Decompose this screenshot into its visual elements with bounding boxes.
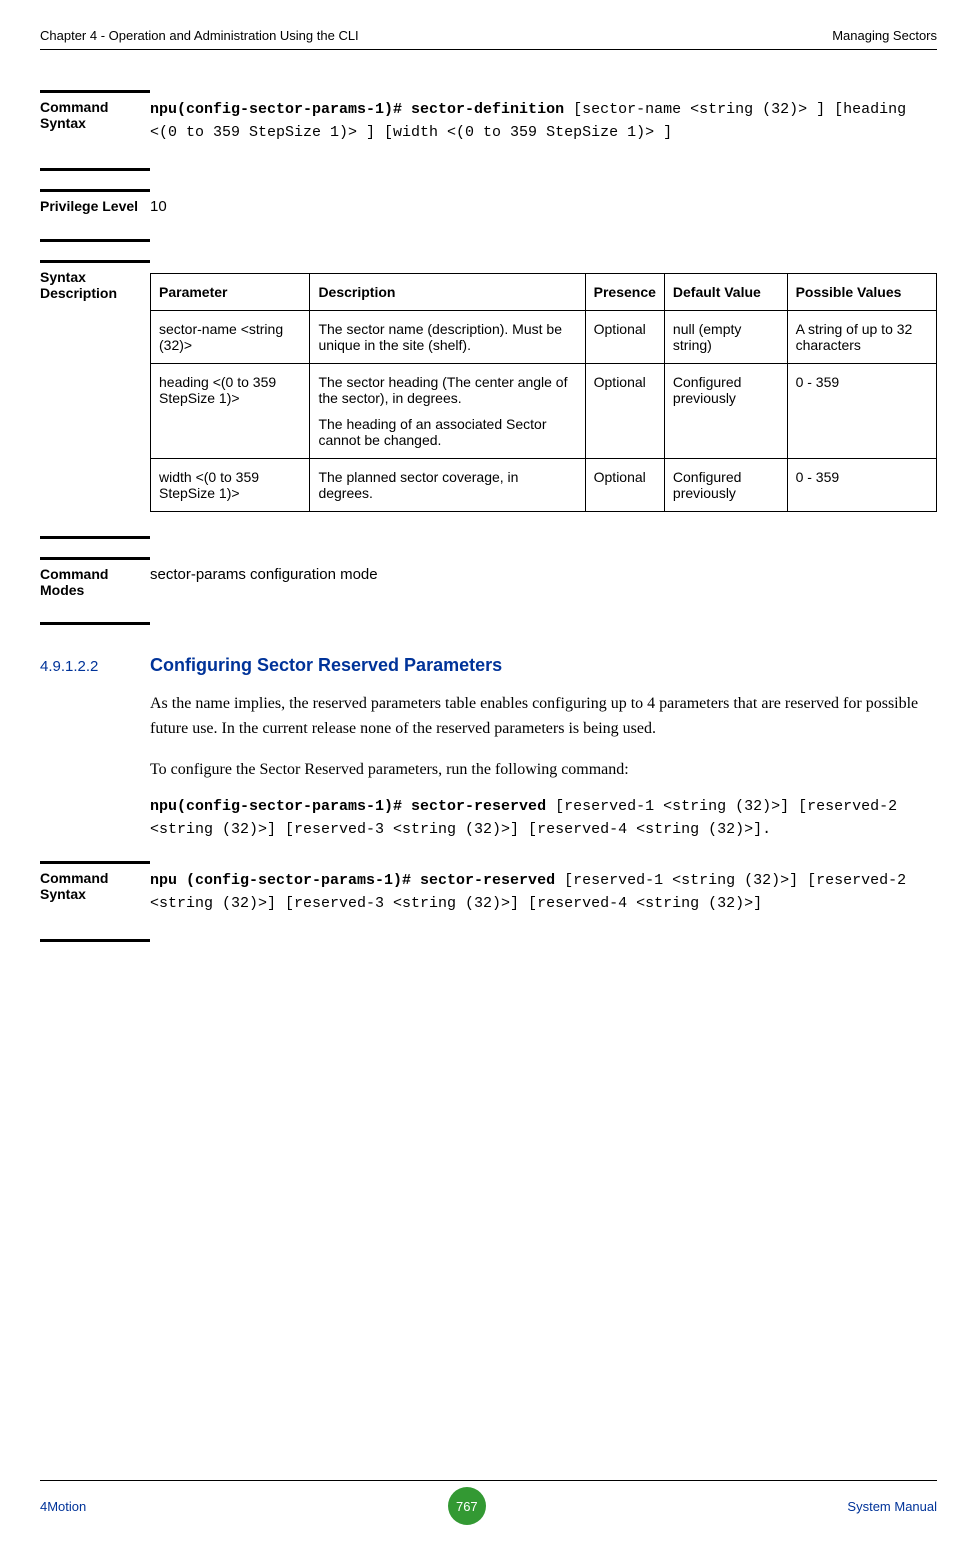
footer-rule bbox=[40, 1480, 937, 1481]
privilege-block: Privilege Level 10 bbox=[40, 189, 937, 242]
command-modes-label: Command Modes bbox=[40, 566, 150, 598]
body-paragraph-1: As the name implies, the reserved parame… bbox=[150, 692, 937, 742]
cell-possible: A string of up to 32 characters bbox=[787, 311, 936, 364]
cell-presence: Optional bbox=[585, 364, 664, 459]
command-modes-block: Command Modes sector-params configuratio… bbox=[40, 557, 937, 625]
cell-possible: 0 - 359 bbox=[787, 364, 936, 459]
cell-desc: The sector heading (The center angle of … bbox=[310, 364, 585, 459]
privilege-label: Privilege Level bbox=[40, 198, 150, 214]
table-header-row: Parameter Description Presence Default V… bbox=[151, 274, 937, 311]
cell-default: Configured previously bbox=[664, 459, 787, 512]
table-row: heading <(0 to 359 StepSize 1)> The sect… bbox=[151, 364, 937, 459]
command-syntax-block-2: Command Syntax npu (config-sector-params… bbox=[40, 861, 937, 942]
cell-param: width <(0 to 359 StepSize 1)> bbox=[151, 459, 310, 512]
cmd-bold-part: npu(config-sector-params-1)# sector-defi… bbox=[150, 101, 564, 118]
th-possible: Possible Values bbox=[787, 274, 936, 311]
section-number: 4.9.1.2.2 bbox=[40, 658, 150, 675]
cmd-bold-part-2: npu (config-sector-params-1)# sector-res… bbox=[150, 872, 555, 889]
table-row: width <(0 to 359 StepSize 1)> The planne… bbox=[151, 459, 937, 512]
cell-desc: The planned sector coverage, in degrees. bbox=[310, 459, 585, 512]
cell-desc-p2: The heading of an associated Sector cann… bbox=[318, 416, 576, 448]
footer-left: 4Motion bbox=[40, 1499, 86, 1514]
command-modes-value: sector-params configuration mode bbox=[150, 566, 937, 583]
cell-default: null (empty string) bbox=[664, 311, 787, 364]
header-right: Managing Sectors bbox=[832, 28, 937, 43]
th-presence: Presence bbox=[585, 274, 664, 311]
section-heading: 4.9.1.2.2 Configuring Sector Reserved Pa… bbox=[40, 655, 937, 676]
cell-default: Configured previously bbox=[664, 364, 787, 459]
command-syntax-text: npu(config-sector-params-1)# sector-defi… bbox=[150, 99, 937, 144]
th-description: Description bbox=[310, 274, 585, 311]
cell-presence: Optional bbox=[585, 459, 664, 512]
command-syntax-block-1: Command Syntax npu(config-sector-params-… bbox=[40, 90, 937, 171]
command-syntax-label-2: Command Syntax bbox=[40, 870, 150, 902]
syntax-description-label: Syntax Description bbox=[40, 269, 150, 301]
command-syntax-text-2: npu (config-sector-params-1)# sector-res… bbox=[150, 870, 937, 915]
footer-page-badge: 767 bbox=[448, 1487, 486, 1525]
cell-possible: 0 - 359 bbox=[787, 459, 936, 512]
body-paragraph-2: To configure the Sector Reserved paramet… bbox=[150, 758, 937, 783]
command-syntax-label: Command Syntax bbox=[40, 99, 150, 131]
th-default: Default Value bbox=[664, 274, 787, 311]
cell-desc: The sector name (description). Must be u… bbox=[310, 311, 585, 364]
cell-presence: Optional bbox=[585, 311, 664, 364]
syntax-description-block: Syntax Description Parameter Description… bbox=[40, 260, 937, 539]
header-rule bbox=[40, 49, 937, 50]
footer-right: System Manual bbox=[847, 1499, 937, 1514]
header-left: Chapter 4 - Operation and Administration… bbox=[40, 28, 359, 43]
inline-command: npu(config-sector-params-1)# sector-rese… bbox=[150, 796, 937, 841]
cell-desc-p1: The sector heading (The center angle of … bbox=[318, 374, 576, 406]
table-row: sector-name <string (32)> The sector nam… bbox=[151, 311, 937, 364]
page-footer: 4Motion 767 System Manual bbox=[40, 1472, 937, 1525]
privilege-value: 10 bbox=[150, 198, 937, 215]
cell-param: sector-name <string (32)> bbox=[151, 311, 310, 364]
syntax-table: Parameter Description Presence Default V… bbox=[150, 273, 937, 512]
cell-param: heading <(0 to 359 StepSize 1)> bbox=[151, 364, 310, 459]
th-parameter: Parameter bbox=[151, 274, 310, 311]
inline-cmd-bold: npu(config-sector-params-1)# sector-rese… bbox=[150, 798, 546, 815]
section-title: Configuring Sector Reserved Parameters bbox=[150, 655, 502, 676]
